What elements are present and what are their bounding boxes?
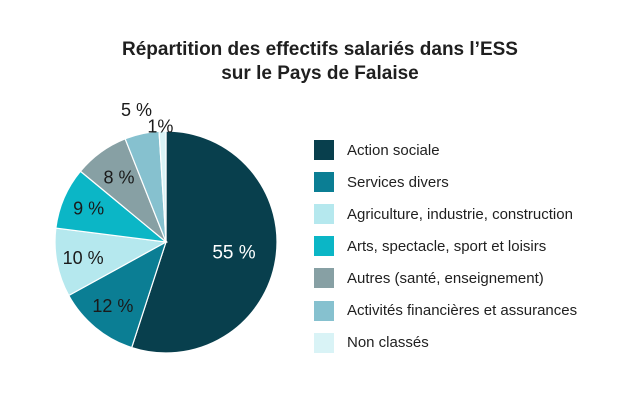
data-label-services-divers: 12 % xyxy=(92,296,133,316)
data-label-autres-sante-enseignement: 8 % xyxy=(103,167,134,187)
legend-item-services-divers: Services divers xyxy=(314,166,577,198)
legend-swatch xyxy=(314,140,334,161)
pie-slice-action-sociale xyxy=(130,130,278,354)
legend-item-agriculture-industrie-construction: Agriculture, industrie, construction xyxy=(314,198,577,230)
legend-label: Non classés xyxy=(347,334,429,352)
legend-item-non-classes: Non classés xyxy=(314,327,577,359)
legend-swatch xyxy=(314,268,334,289)
chart-title: Répartition des effectifs salariés dans … xyxy=(0,38,640,86)
legend: Action sociale Services divers Agriculture… xyxy=(314,134,577,359)
legend-label: Autres (santé, enseignement) xyxy=(347,269,544,287)
data-label-agriculture-industrie-construction: 10 % xyxy=(63,248,104,268)
data-label-action-sociale: 55 % xyxy=(212,242,255,263)
data-label-activites-financieres-et-assurances: 5 % xyxy=(121,100,152,120)
legend-swatch xyxy=(314,204,334,225)
legend-swatch xyxy=(314,236,334,257)
pie-slice-non-classes xyxy=(158,130,167,243)
pie-slice-services-divers xyxy=(67,240,168,349)
legend-label: Arts, spectacle, sport et loisirs xyxy=(347,237,547,255)
chart-title-line1: Répartition des effectifs salariés dans … xyxy=(122,39,518,60)
legend-item-activites-financieres-et-assurances: Activités financières et assurances xyxy=(314,294,577,326)
legend-swatch xyxy=(314,300,334,321)
legend-swatch xyxy=(314,332,334,353)
legend-item-autres-sante-enseignement: Autres (santé, enseignement) xyxy=(314,262,577,294)
legend-label: Services divers xyxy=(347,173,449,191)
data-label-non-classes: 1% xyxy=(147,117,173,137)
data-label-arts-spectacle-sport-et-loisirs: 9 % xyxy=(73,199,104,219)
chart-title-line2: sur le Pays de Falaise xyxy=(221,63,419,84)
legend-swatch xyxy=(314,172,334,193)
legend-label: Agriculture, industrie, construction xyxy=(347,205,573,223)
legend-label: Action sociale xyxy=(347,141,440,159)
legend-label: Activités financières et assurances xyxy=(347,302,578,320)
legend-item-arts-spectacle-sport-et-loisirs: Arts, spectacle, sport et loisirs xyxy=(314,230,577,262)
legend-item-action-sociale: Action sociale xyxy=(314,134,577,166)
